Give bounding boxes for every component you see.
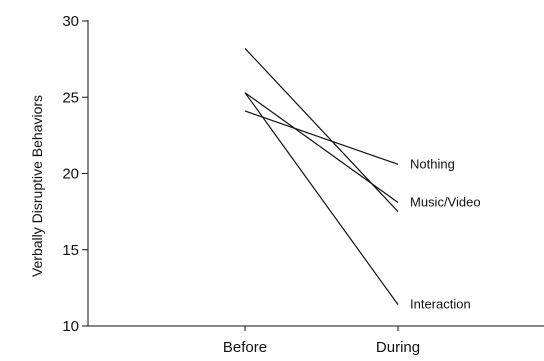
series-line-nothing: [244, 110, 399, 165]
series-labels: Nothing Music/Video Interaction: [410, 156, 481, 311]
x-tick-label: During: [376, 339, 420, 356]
series-label-nothing: Nothing: [410, 156, 455, 171]
series-label-music-video: Music/Video: [410, 194, 481, 209]
axes: 10 15 20 25 30 Before During: [62, 13, 544, 356]
y-axis-title: Verbally Disruptive Behaviors: [29, 95, 45, 277]
series-line-music-video: [244, 92, 399, 203]
y-tick-label: 20: [62, 166, 79, 183]
series-label-interaction: Interaction: [410, 297, 471, 312]
series-line-interaction: [244, 92, 399, 306]
y-tick-label: 30: [62, 13, 79, 30]
x-tick-label: Before: [223, 339, 267, 356]
y-tick-label: 10: [62, 318, 79, 335]
series-lines: [244, 48, 399, 306]
y-tick-label: 15: [62, 242, 79, 259]
y-tick-label: 25: [62, 89, 79, 106]
series-line-unlabeled: [244, 48, 399, 213]
